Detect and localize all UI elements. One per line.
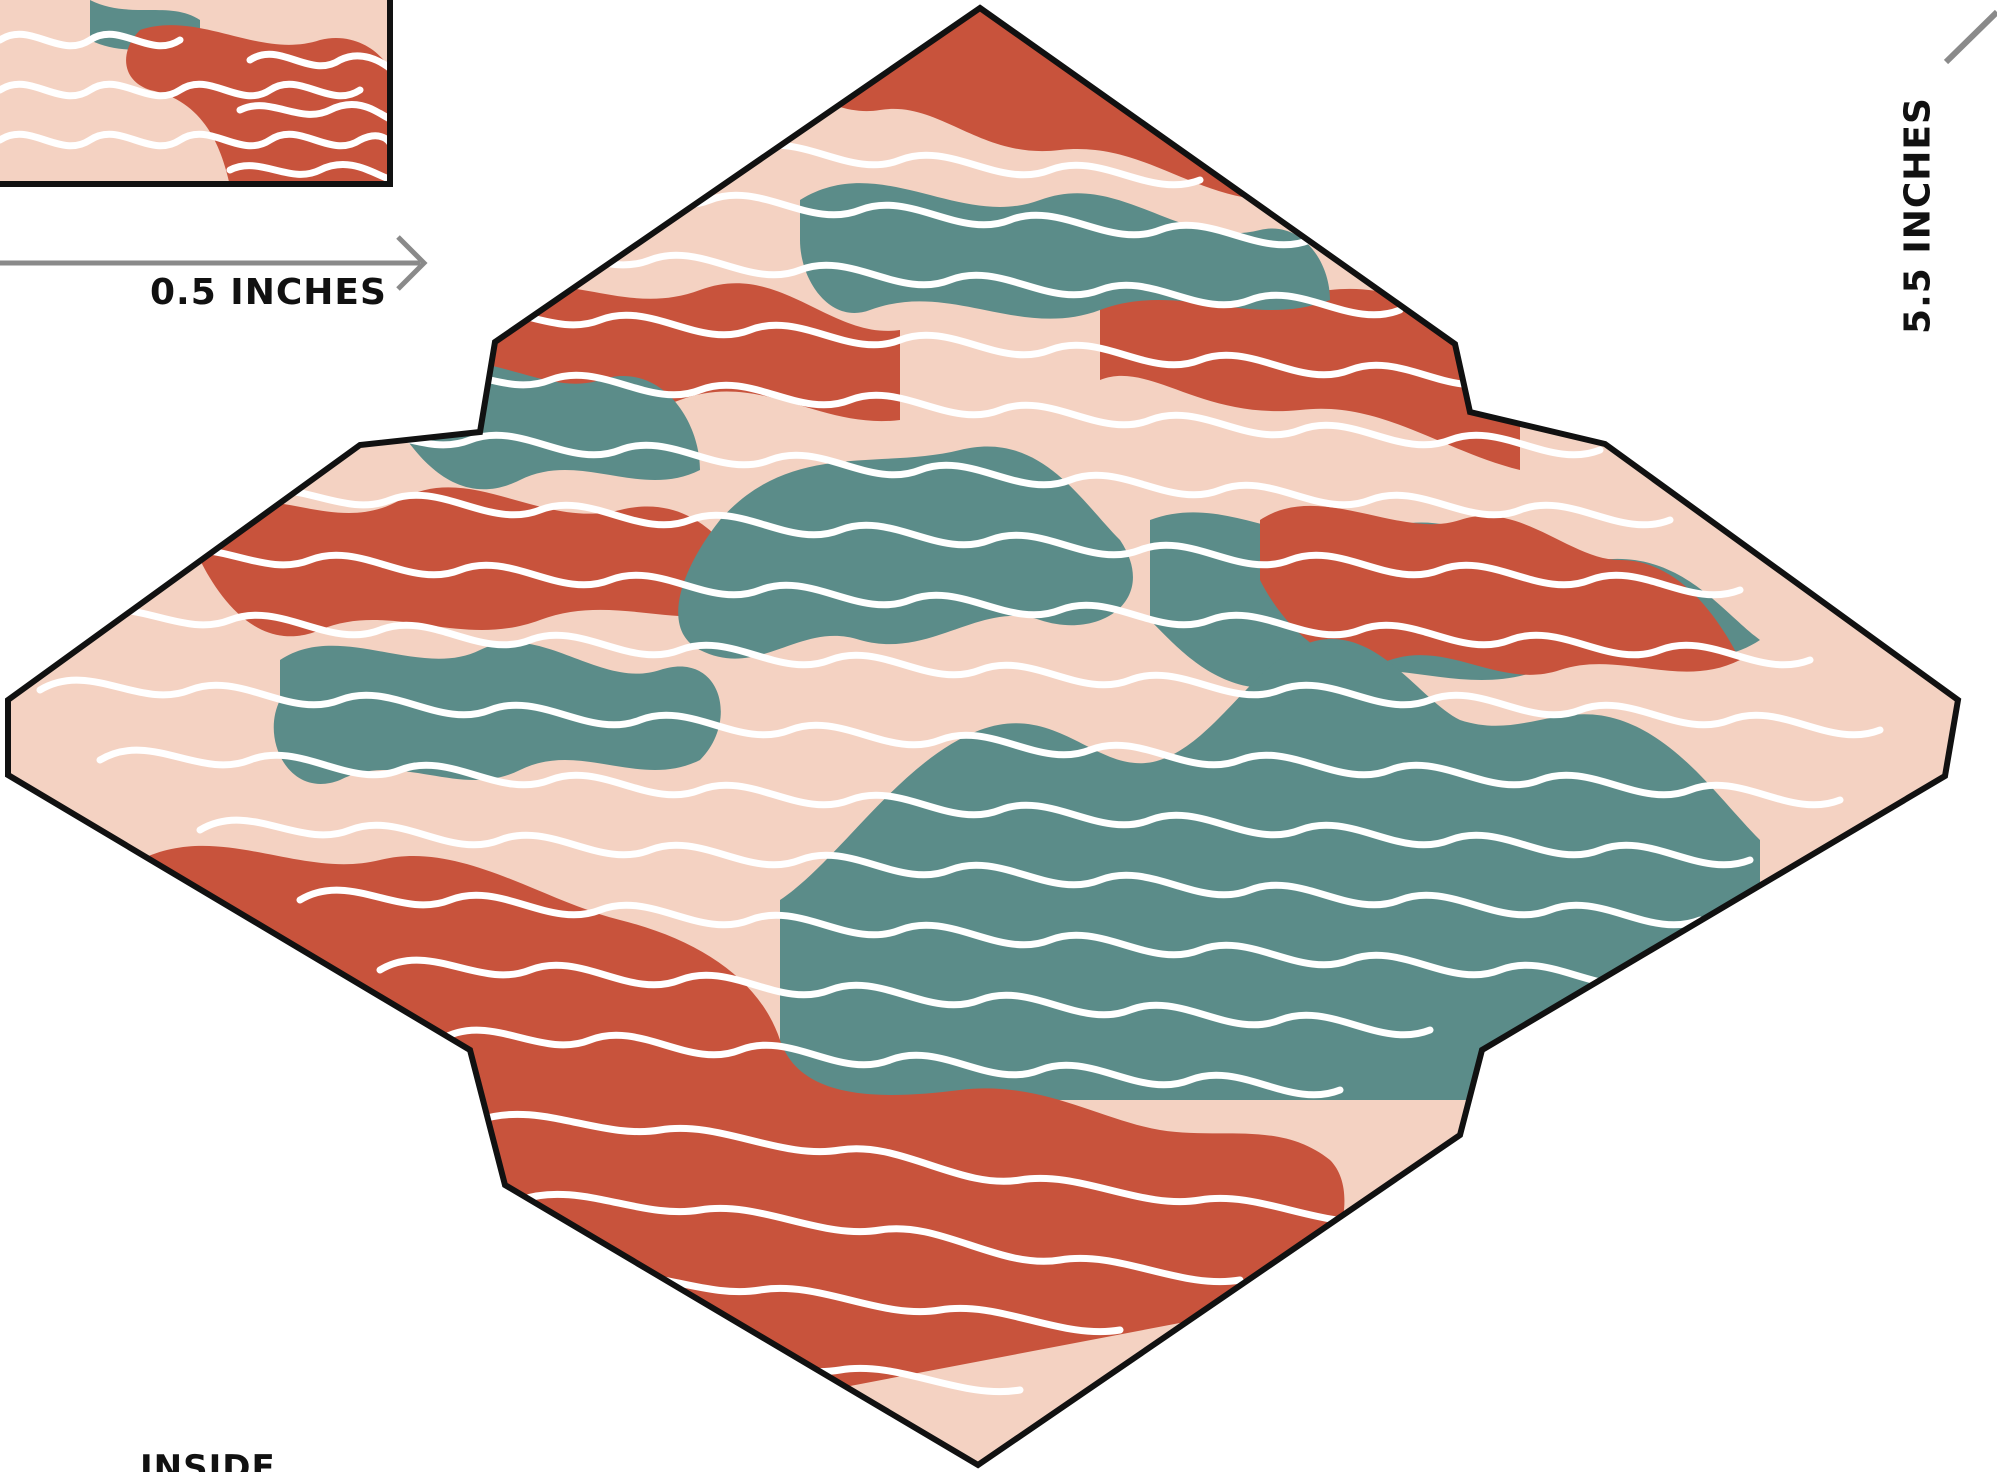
envelope-outline <box>5 4 1962 1469</box>
vertical-measure-label: 5.5 INCHES <box>1897 97 1939 334</box>
vertical-measure-arrow <box>1943 9 1997 65</box>
horizontal-measure-label: 0.5 INCHES <box>150 272 387 313</box>
inside-label: INSIDE <box>140 1448 276 1472</box>
corner-swatch <box>0 0 393 187</box>
horizontal-measure-arrow <box>0 235 428 291</box>
